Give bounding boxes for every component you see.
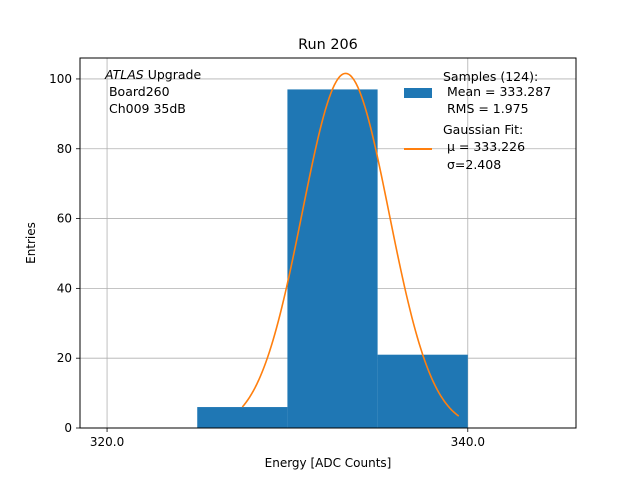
y-axis-label: Entries — [24, 222, 38, 264]
histogram-bar — [377, 354, 468, 428]
annotation-upgrade: Upgrade — [144, 67, 202, 82]
histogram-bar — [197, 407, 288, 428]
gaussian-fit-curve — [241, 72, 460, 417]
legend-hist-line-1: Samples (124): — [443, 69, 538, 84]
annotation-board: Board260 — [105, 84, 170, 99]
annotation-line-1: ATLAS Upgrade — [104, 67, 201, 82]
plot-frame — [79, 57, 577, 429]
axis-ticks: 320.0 340.0 0 20 40 60 80 100 — [49, 72, 485, 449]
y-tick-label: 100 — [49, 72, 72, 86]
y-tick-label: 80 — [57, 142, 72, 156]
annotation-channel: Ch009 35dB — [105, 101, 186, 116]
y-tick-label: 20 — [57, 351, 72, 365]
annotation-atlas: ATLAS — [104, 67, 144, 82]
histogram-bars — [197, 89, 468, 428]
legend-hist-swatch — [404, 88, 432, 98]
legend-fit-line-1: Gaussian Fit: — [443, 122, 523, 137]
x-tick-label: 320.0 — [90, 435, 124, 449]
y-tick-label: 0 — [64, 421, 72, 435]
gaussian-fit-layer — [241, 72, 460, 417]
chart-title: Run 206 — [298, 37, 358, 53]
legend-hist-line-3: RMS = 1.975 — [443, 101, 529, 116]
x-axis-label: Energy [ADC Counts] — [265, 456, 392, 470]
legend-hist-line-2: Mean = 333.287 — [443, 84, 551, 99]
legend-fit-line-2: μ = 333.226 — [443, 139, 525, 154]
y-tick-label: 40 — [57, 281, 72, 295]
legend-fit-line-3: σ=2.408 — [443, 157, 501, 172]
y-tick-label: 60 — [57, 212, 72, 226]
histogram-bar — [287, 89, 378, 428]
atlas-annotation: ATLAS Upgrade Board260 Ch009 35dB — [104, 67, 201, 116]
x-tick-label: 340.0 — [451, 435, 485, 449]
legend: Samples (124): Mean = 333.287 RMS = 1.97… — [404, 69, 551, 172]
